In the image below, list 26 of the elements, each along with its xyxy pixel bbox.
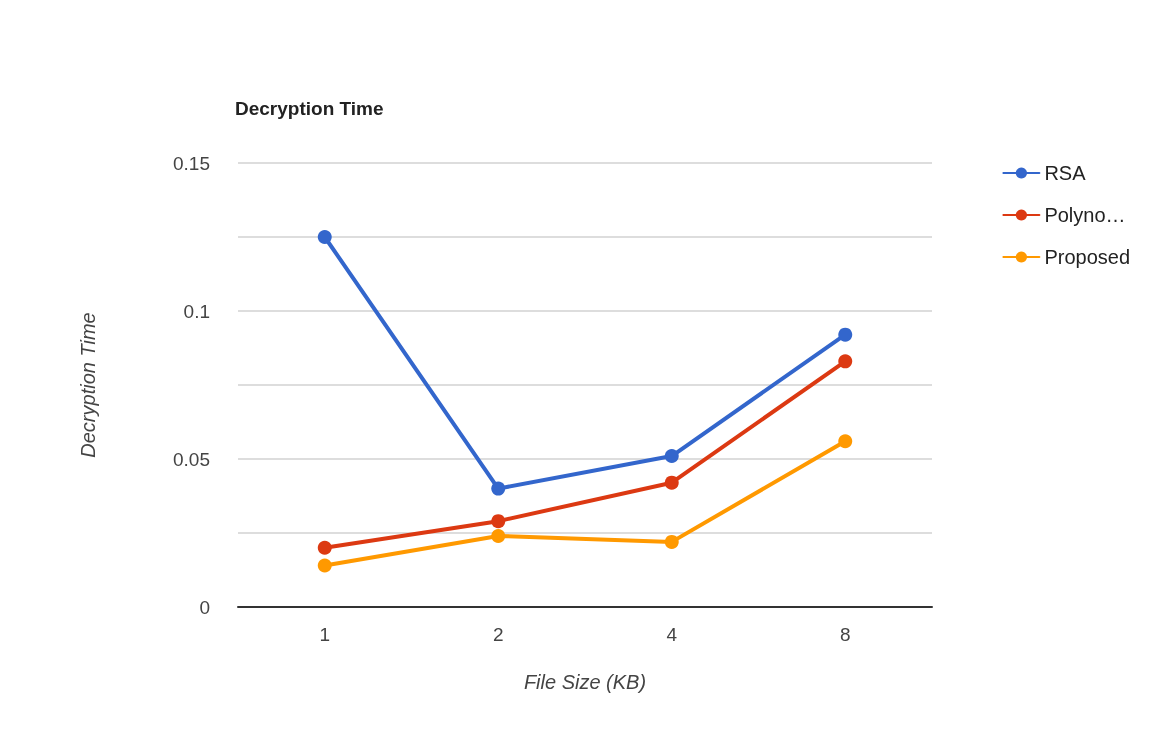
x-tick-label: 4 — [666, 624, 678, 645]
point — [317, 558, 332, 573]
point — [491, 481, 506, 496]
point — [317, 230, 332, 244]
chart-title: Decryption Time — [235, 98, 384, 119]
point — [491, 514, 506, 529]
y-axis-title: Decryption Time — [77, 312, 99, 458]
point — [317, 540, 332, 555]
legend-label: Polyno… — [1044, 204, 1126, 226]
x-tick-label: 2 — [492, 624, 504, 645]
y-tick-label: 0.15 — [173, 152, 210, 174]
point — [838, 354, 853, 369]
x-axis-title: File Size (KB) — [523, 671, 647, 693]
point — [664, 475, 679, 490]
point — [838, 327, 853, 342]
y-tick-label: 0.1 — [183, 300, 210, 322]
legend-label: RSA — [1044, 162, 1087, 184]
point — [664, 449, 679, 464]
point — [838, 434, 853, 449]
x-tick-label: 1 — [319, 624, 331, 645]
y-tick-label: 0 — [199, 596, 210, 618]
legend-label: Proposed — [1044, 246, 1131, 268]
x-tick-label: 8 — [839, 624, 851, 645]
point — [664, 534, 679, 549]
y-tick-label: 0.05 — [173, 448, 210, 470]
point — [491, 528, 506, 543]
